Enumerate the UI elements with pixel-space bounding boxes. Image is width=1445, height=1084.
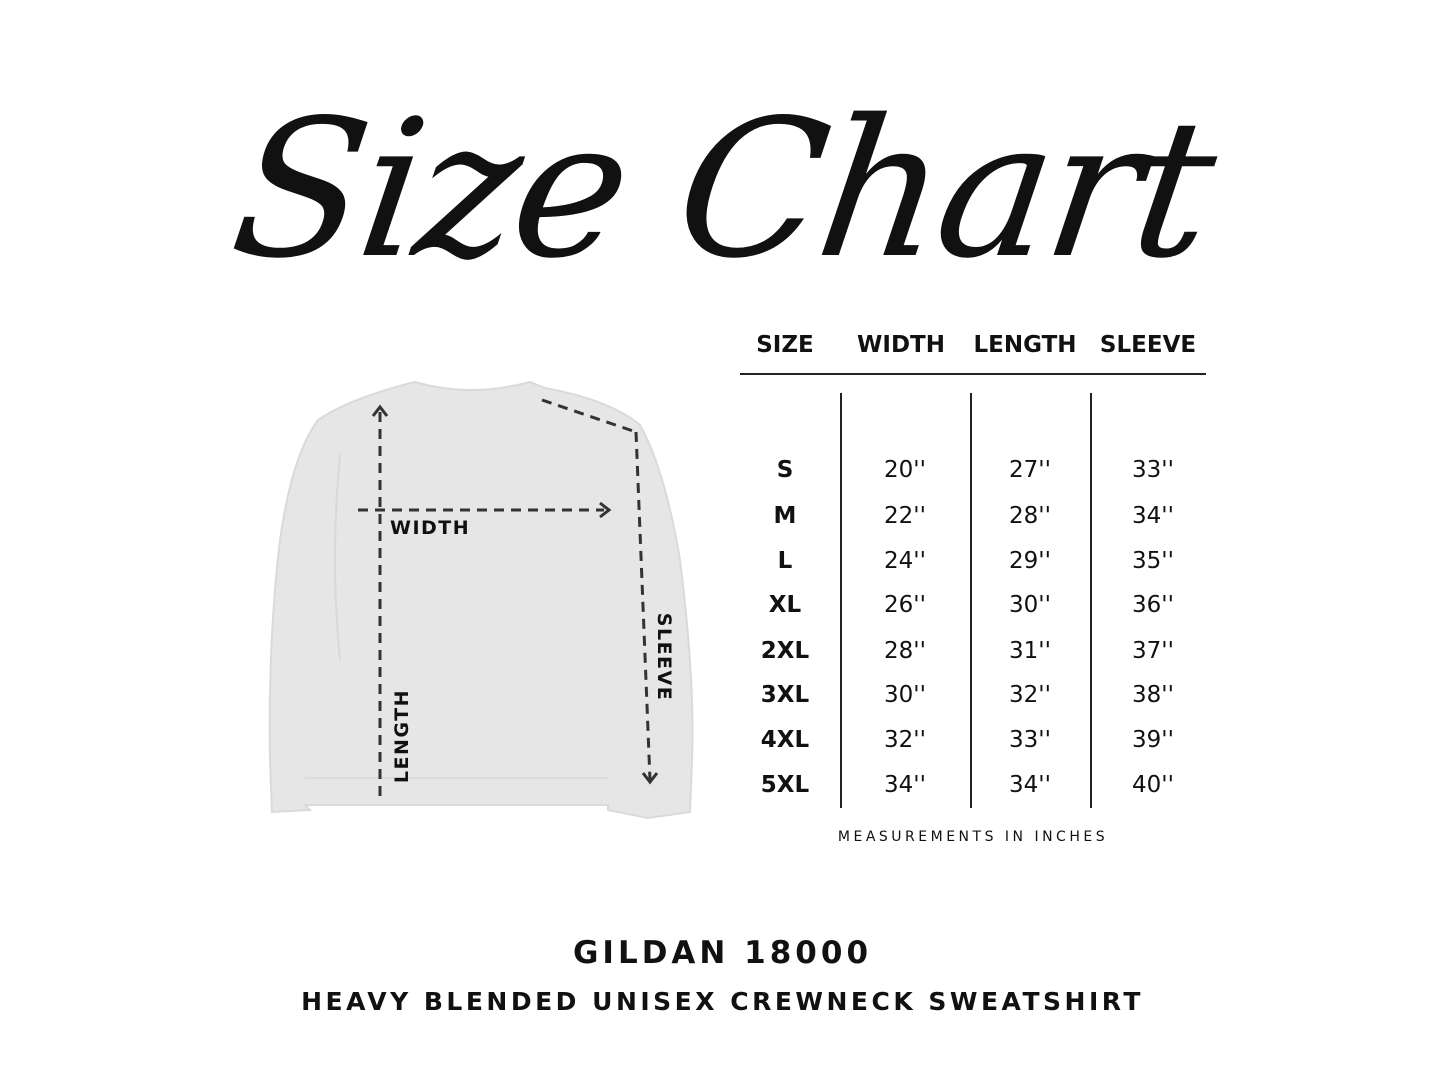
cell-size: 5XL <box>760 772 810 798</box>
cell-width: 20'' <box>884 457 926 483</box>
header-sleeve: SLEEVE <box>1099 332 1197 358</box>
cell-sleeve: 36'' <box>1132 592 1174 618</box>
cell-size: 4XL <box>760 727 810 753</box>
cell-sleeve: 39'' <box>1132 727 1174 753</box>
cell-length: 28'' <box>1009 503 1051 529</box>
cell-sleeve: 37'' <box>1132 638 1174 664</box>
column-divider <box>1090 393 1092 808</box>
cell-width: 22'' <box>884 503 926 529</box>
cell-size: 2XL <box>760 638 810 664</box>
cell-length: 33'' <box>1009 727 1051 753</box>
cell-width: 24'' <box>884 548 926 574</box>
cell-size: S <box>776 457 794 483</box>
header-length: LENGTH <box>973 332 1077 358</box>
cell-length: 27'' <box>1009 457 1051 483</box>
cell-width: 32'' <box>884 727 926 753</box>
header-size: SIZE <box>756 332 814 358</box>
header-divider <box>740 373 1206 375</box>
cell-width: 30'' <box>884 682 926 708</box>
cell-sleeve: 34'' <box>1132 503 1174 529</box>
cell-sleeve: 35'' <box>1132 548 1174 574</box>
sleeve-arrow <box>634 431 652 781</box>
cell-length: 29'' <box>1009 548 1051 574</box>
cell-width: 26'' <box>884 592 926 618</box>
cell-length: 31'' <box>1009 638 1051 664</box>
cell-sleeve: 38'' <box>1132 682 1174 708</box>
cell-sleeve: 40'' <box>1132 772 1174 798</box>
cell-size: XL <box>768 592 802 618</box>
column-divider <box>840 393 842 808</box>
sweatshirt-shape <box>268 380 694 820</box>
header-width: WIDTH <box>857 332 945 358</box>
cell-width: 28'' <box>884 638 926 664</box>
cell-length: 30'' <box>1009 592 1051 618</box>
cell-length: 34'' <box>1009 772 1051 798</box>
sleeve-label: SLEEVE <box>653 612 675 702</box>
cell-size: 3XL <box>760 682 810 708</box>
cell-width: 34'' <box>884 772 926 798</box>
cell-size: M <box>773 503 797 529</box>
length-label: LENGTH <box>391 688 413 784</box>
product-description: HEAVY BLENDED UNISEX CREWNECK SWEATSHIRT <box>301 987 1144 1016</box>
cell-size: L <box>777 548 793 574</box>
cell-sleeve: 33'' <box>1132 457 1174 483</box>
column-divider <box>970 393 972 808</box>
width-label: WIDTH <box>390 517 471 539</box>
brand-title: GILDAN 18000 <box>572 935 873 971</box>
cell-length: 32'' <box>1009 682 1051 708</box>
measurement-note: MEASUREMENTS IN INCHES <box>837 829 1109 845</box>
